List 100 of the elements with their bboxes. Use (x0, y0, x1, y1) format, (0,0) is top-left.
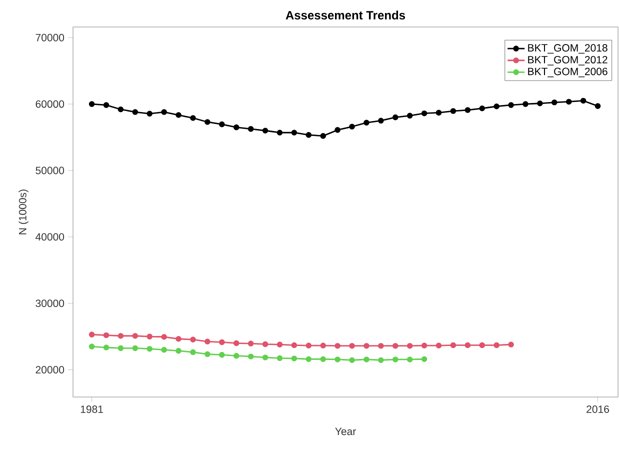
point (204, 338, 210, 344)
point (176, 348, 182, 354)
point (132, 345, 138, 352)
point (262, 354, 268, 360)
point (479, 105, 486, 112)
point (320, 133, 326, 139)
point (479, 342, 486, 348)
y-axis-title: N (1000s) (18, 190, 28, 234)
legend-label: BKT_GOM_2018 (528, 44, 608, 54)
x-axis-title: Year (335, 428, 356, 436)
point (233, 340, 240, 346)
point (88, 344, 95, 350)
x-tick-label: 1981 (80, 406, 103, 413)
point (392, 356, 398, 362)
legend-label: BKT_GOM_2006 (528, 68, 608, 78)
point (146, 334, 153, 340)
point (508, 342, 514, 348)
point (334, 356, 340, 362)
point (262, 341, 268, 348)
point (349, 357, 355, 364)
point (204, 119, 210, 125)
point (522, 101, 528, 107)
point (406, 342, 413, 349)
point (421, 356, 428, 362)
point (219, 121, 225, 128)
y-tick-label: 70000 (36, 34, 64, 42)
point (349, 124, 355, 130)
point (378, 357, 384, 364)
point (364, 342, 370, 349)
point (494, 342, 500, 348)
point (161, 109, 167, 115)
point (248, 126, 254, 132)
point (334, 127, 340, 133)
point (103, 344, 110, 350)
point (161, 334, 167, 340)
point (146, 110, 153, 117)
point (190, 115, 196, 121)
point (421, 342, 428, 348)
point (219, 352, 225, 358)
point (552, 99, 558, 106)
point (566, 98, 572, 105)
point (306, 342, 312, 348)
point (537, 100, 543, 106)
y-tick-label: 60000 (36, 100, 64, 108)
point (190, 336, 196, 342)
x-tick-label: 2016 (586, 406, 609, 413)
chart-title: Assessement Trends (286, 10, 406, 20)
point (464, 342, 471, 348)
point (276, 355, 283, 362)
point (118, 345, 124, 352)
point (248, 340, 254, 346)
y-tick-label: 30000 (36, 300, 64, 308)
point (306, 356, 312, 362)
y-tick-label: 20000 (36, 366, 64, 374)
point (320, 342, 326, 348)
point (291, 342, 298, 348)
point (364, 120, 370, 126)
point (450, 342, 456, 348)
point (103, 102, 110, 108)
point (378, 342, 384, 349)
point (436, 110, 442, 116)
point (580, 98, 586, 104)
point (464, 107, 471, 113)
point (494, 103, 500, 110)
point (204, 351, 210, 358)
point (262, 128, 268, 134)
point (118, 106, 124, 112)
point (103, 332, 110, 338)
point (233, 352, 240, 359)
point (248, 354, 254, 360)
point (276, 342, 283, 348)
point (306, 132, 312, 138)
point (334, 342, 340, 349)
point (364, 356, 370, 362)
point (406, 356, 413, 362)
point (450, 108, 456, 114)
point (421, 110, 428, 116)
point (176, 112, 182, 118)
point (508, 102, 514, 108)
point (406, 112, 413, 119)
point (146, 346, 153, 352)
point (320, 356, 326, 362)
point (291, 356, 298, 362)
point (88, 101, 95, 107)
point (392, 342, 398, 349)
point (378, 118, 384, 124)
point (436, 342, 442, 348)
point (132, 109, 138, 115)
point (161, 346, 167, 353)
point (88, 332, 95, 338)
point (219, 339, 225, 346)
point (176, 336, 182, 342)
y-tick-label: 40000 (36, 233, 64, 241)
point (594, 103, 601, 109)
point (392, 114, 398, 120)
point (132, 332, 138, 339)
legend-label: BKT_GOM_2012 (528, 56, 608, 66)
point (349, 342, 355, 349)
point (190, 349, 196, 356)
point (291, 130, 298, 136)
